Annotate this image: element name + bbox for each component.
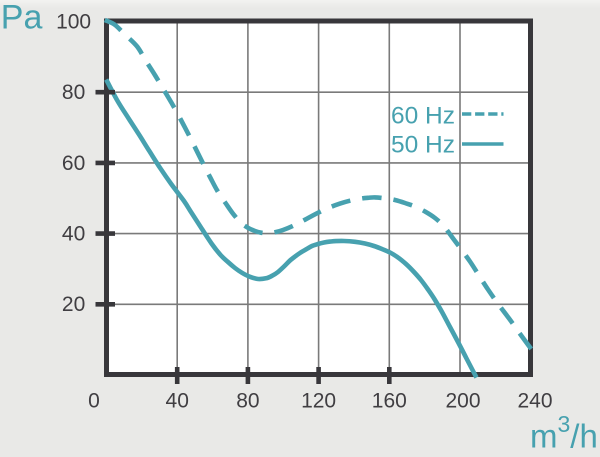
- svg-text:80: 80: [62, 81, 85, 104]
- svg-text:Pa: Pa: [1, 0, 43, 37]
- svg-text:160: 160: [372, 390, 407, 413]
- svg-text:60 Hz: 60 Hz: [391, 102, 455, 129]
- svg-text:50 Hz: 50 Hz: [391, 131, 455, 158]
- svg-text:200: 200: [445, 390, 480, 413]
- svg-text:40: 40: [166, 390, 189, 413]
- svg-text:40: 40: [62, 223, 85, 246]
- svg-text:240: 240: [517, 390, 552, 413]
- svg-text:0: 0: [88, 390, 100, 413]
- svg-text:60: 60: [62, 152, 85, 175]
- svg-text:80: 80: [236, 390, 259, 413]
- svg-text:20: 20: [62, 293, 85, 316]
- svg-text:m3/h: m3/h: [530, 411, 598, 452]
- svg-text:120: 120: [301, 390, 336, 413]
- svg-text:100: 100: [56, 10, 91, 33]
